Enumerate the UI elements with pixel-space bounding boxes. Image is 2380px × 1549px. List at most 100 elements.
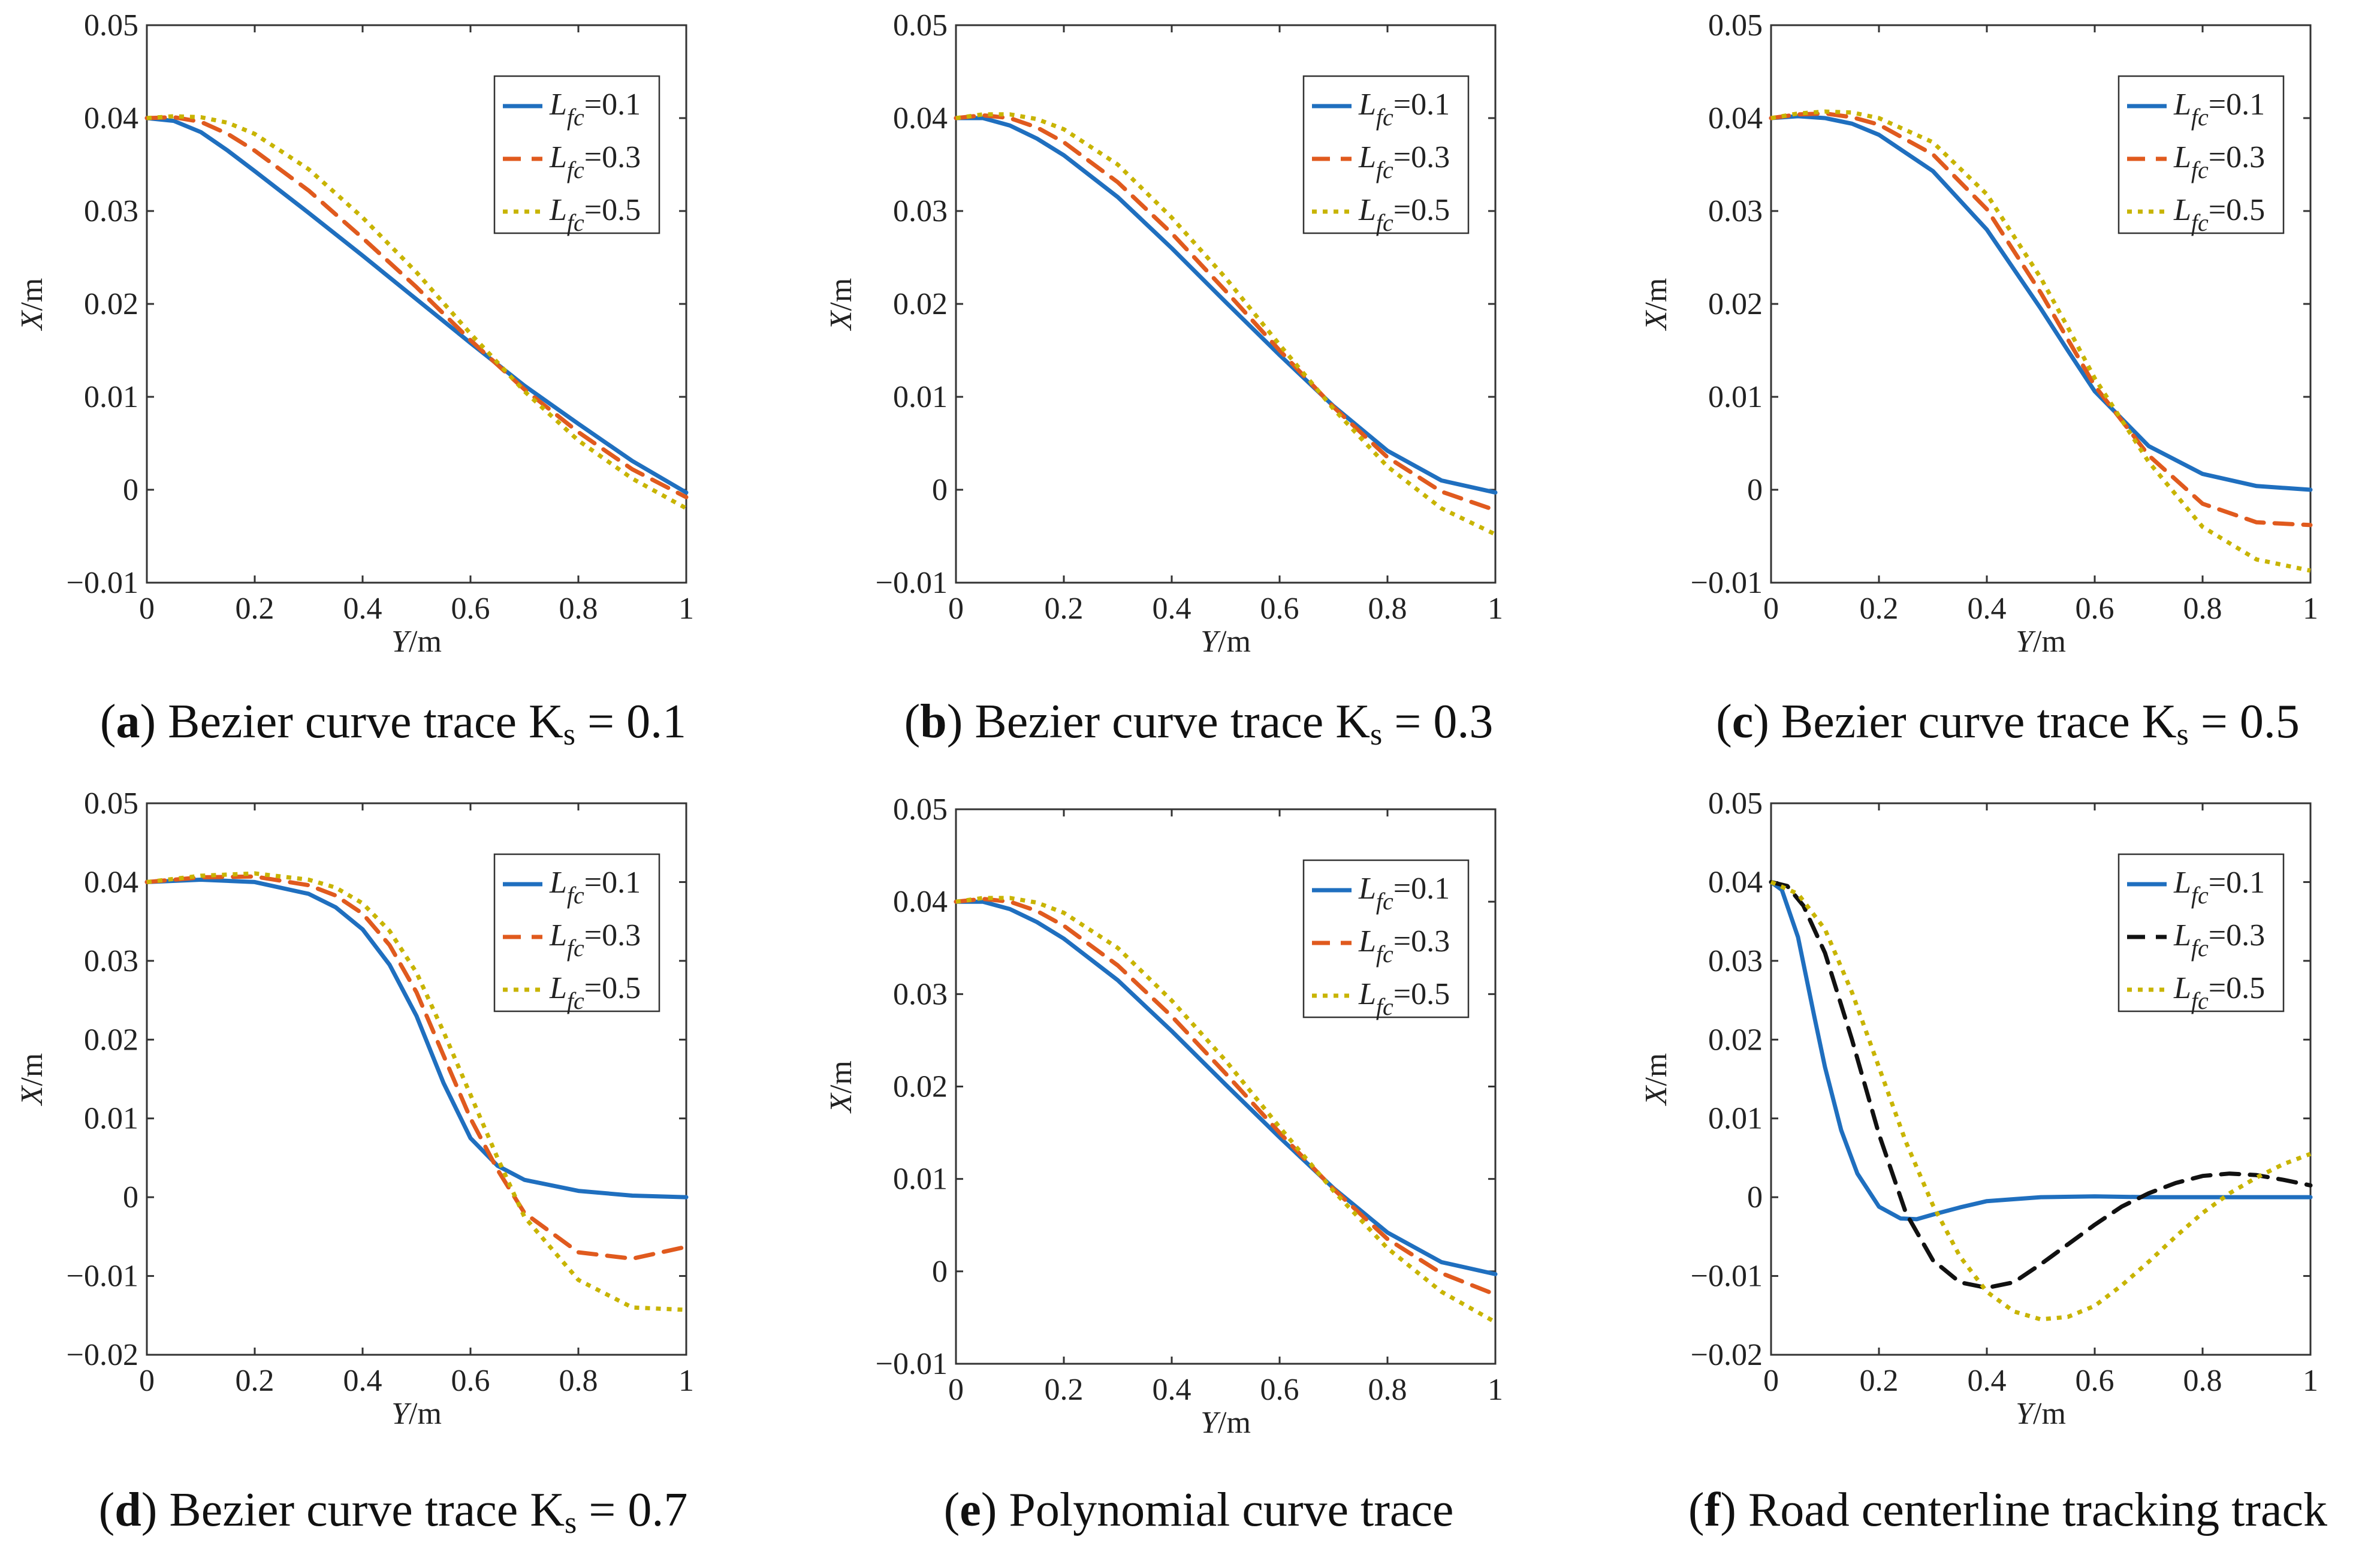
x-axis-label: Y/m bbox=[1200, 1406, 1251, 1440]
legend-label-var: L bbox=[549, 140, 567, 174]
chart-panel-b: 0 0.2 0.4 0.6 0.8 1−0.0100.010.020.030.040.05… bbox=[824, 8, 1503, 752]
legend-box bbox=[493, 75, 660, 234]
caption-letter: c bbox=[1732, 695, 1754, 748]
legend-label-var: L bbox=[1358, 872, 1376, 906]
legend-label-value: =0.1 bbox=[1393, 872, 1450, 906]
caption-text: Bezier curve trace K bbox=[963, 695, 1370, 748]
legend-label-sub: fc bbox=[567, 935, 584, 962]
chart-panel-f: 0 0.2 0.4 0.6 0.8 1 −0.02 −0.01 0 0.01 0.02 0.03 0.0… bbox=[1639, 786, 2327, 1536]
y-tick-label: −0.01 bbox=[876, 1347, 948, 1381]
legend-label-var: L bbox=[1358, 977, 1376, 1011]
panel-caption: (f) Road centerline tracking track bbox=[1688, 1484, 2327, 1536]
caption-paren: ( bbox=[1688, 1484, 1705, 1536]
x-tick-label: 0.4 bbox=[343, 1364, 382, 1398]
legend-label-3: Lfc=0.5 bbox=[1358, 193, 1450, 236]
y-tick-label: 0.01 bbox=[1708, 380, 1763, 414]
x-axis-label-unit: /m bbox=[409, 625, 442, 659]
y-tick-label: 0.03 bbox=[1708, 944, 1763, 978]
caption-text: Road centerline tracking track bbox=[1736, 1484, 2327, 1536]
x-tick-label: 0 bbox=[139, 1364, 155, 1398]
y-tick-label: −0.01 bbox=[1691, 1259, 1763, 1294]
legend-label-3: Lfc=0.5 bbox=[549, 971, 641, 1014]
series-line-2 bbox=[954, 897, 1498, 1297]
legend-label-2: Lfc=0.3 bbox=[2173, 918, 2265, 962]
legend-label-sub: fc bbox=[2191, 935, 2209, 962]
series-line-1 bbox=[954, 116, 1498, 495]
y-tick-label: 0.04 bbox=[1708, 101, 1763, 135]
y-tick-label: 0.02 bbox=[1708, 1023, 1763, 1057]
x-axis-label-var: Y bbox=[391, 1397, 412, 1431]
caption-text: Bezier curve trace K bbox=[156, 695, 563, 748]
y-tick-label: 0.03 bbox=[893, 194, 948, 228]
x-tick-label: 0.2 bbox=[1860, 1364, 1899, 1398]
caption-letter: f bbox=[1705, 1484, 1721, 1536]
legend-label-value: =0.3 bbox=[584, 140, 641, 174]
chart-panel-c: 0 0.2 0.4 0.6 0.8 1−0.0100.010.020.030.040.05… bbox=[1639, 8, 2318, 752]
caption-paren: ) bbox=[140, 695, 156, 748]
caption-paren: ( bbox=[904, 695, 921, 748]
x-axis-label-unit: /m bbox=[1218, 625, 1251, 659]
legend-box bbox=[1302, 75, 1470, 234]
plot-area-frame bbox=[146, 802, 687, 1356]
y-tick-label: 0 bbox=[932, 473, 948, 507]
y-tick-label: 0.03 bbox=[893, 977, 948, 1011]
x-axis-label-unit: /m bbox=[2033, 1397, 2066, 1431]
legend-label-sub: fc bbox=[567, 882, 584, 909]
x-tick-label: 0.6 bbox=[1260, 592, 1299, 626]
legend-label-2: Lfc=0.3 bbox=[1358, 140, 1450, 183]
y-axis-label-unit: /m bbox=[824, 1060, 858, 1093]
series-line-3 bbox=[146, 114, 687, 511]
y-tick-label: 0.03 bbox=[84, 194, 138, 228]
y-tick-label: 0.01 bbox=[84, 380, 138, 414]
x-axis-label-var: Y bbox=[391, 625, 412, 659]
x-tick-label: 1 bbox=[678, 1364, 694, 1398]
caption-subscript: s bbox=[565, 1506, 577, 1540]
legend-label-value: =0.1 bbox=[584, 88, 641, 122]
legend-label-sub: fc bbox=[1376, 941, 1393, 968]
legend-label-value: =0.3 bbox=[1393, 140, 1450, 174]
series-line-2 bbox=[1769, 879, 2313, 1290]
legend-label-1: Lfc=0.1 bbox=[1358, 88, 1450, 131]
legend-label-sub: fc bbox=[1376, 104, 1393, 131]
plot-area-frame bbox=[1770, 802, 2312, 1356]
series-line-1 bbox=[954, 899, 1498, 1276]
series-line-1 bbox=[144, 878, 689, 1200]
y-tick-label: −0.02 bbox=[67, 1338, 138, 1372]
legend-label-2: Lfc=0.3 bbox=[549, 918, 641, 962]
x-axis-label-var: Y bbox=[1200, 625, 1221, 659]
x-tick-label: 0.6 bbox=[2076, 592, 2114, 626]
y-tick-label: 0.02 bbox=[1708, 287, 1763, 321]
legend-label-sub: fc bbox=[1376, 209, 1393, 236]
legend-label-sub: fc bbox=[567, 104, 584, 131]
legend-label-var: L bbox=[1358, 140, 1376, 174]
x-tick-label: 0.6 bbox=[451, 1364, 490, 1398]
y-tick-label: 0.02 bbox=[893, 1070, 948, 1104]
y-tick-label: 0.03 bbox=[1708, 194, 1763, 228]
y-axis-label: X/m bbox=[824, 1060, 858, 1114]
y-tick-label: 0.05 bbox=[1708, 786, 1763, 821]
panel-caption: (c) Bezier curve trace Ks = 0.5 bbox=[1716, 695, 2300, 752]
caption-paren: ( bbox=[944, 1484, 960, 1536]
legend-box bbox=[2117, 853, 2285, 1012]
legend-label-value: =0.3 bbox=[2209, 140, 2265, 174]
y-tick-label: 0.01 bbox=[1708, 1102, 1763, 1136]
x-tick-label: 0.6 bbox=[451, 592, 490, 626]
x-tick-label: 0.4 bbox=[1153, 1373, 1191, 1407]
y-axis-label-unit: /m bbox=[15, 1053, 49, 1086]
legend-label-var: L bbox=[549, 918, 567, 953]
legend-label-value: =0.3 bbox=[2209, 918, 2265, 953]
y-axis-label-unit: /m bbox=[1639, 278, 1673, 311]
y-tick-label: −0.02 bbox=[1691, 1338, 1763, 1372]
y-axis-label: X/m bbox=[824, 278, 858, 332]
panel-caption: (d) Bezier curve trace Ks = 0.7 bbox=[99, 1484, 688, 1540]
x-tick-label: 1 bbox=[678, 592, 694, 626]
caption-subscript: s bbox=[1370, 718, 1382, 752]
y-tick-label: −0.01 bbox=[1691, 566, 1763, 600]
y-tick-label: 0.05 bbox=[893, 8, 948, 43]
y-tick-label: 0 bbox=[123, 1180, 138, 1215]
legend-label-value: =0.5 bbox=[584, 971, 641, 1005]
y-axis-label: X/m bbox=[1639, 1053, 1673, 1107]
legend-label-var: L bbox=[2173, 193, 2191, 227]
